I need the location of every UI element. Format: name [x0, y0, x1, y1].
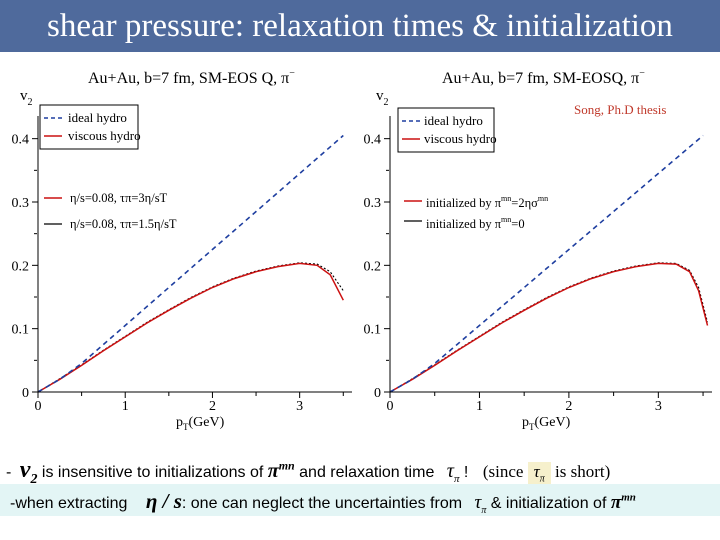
right-legend-ideal-label: ideal hydro [424, 113, 483, 128]
left-x-tick-label: 2 [209, 399, 216, 414]
left-legend-top: ideal hydro viscous hydro [39, 104, 141, 150]
left-y-axis-label: v2 [20, 88, 33, 108]
right-series-ideal-hydro [389, 134, 704, 393]
left-legend-ideal-label: ideal hydro [68, 110, 127, 125]
credit-note: Song, Ph.D thesis [574, 102, 666, 117]
bullet-1-v2: v2 [19, 457, 38, 487]
slide-title: shear pressure: relaxation times & initi… [47, 8, 673, 44]
bullet-2-text-3: & initialization of [486, 495, 611, 512]
bullet-2-band [0, 484, 720, 516]
right-series-initialized-by-mn-0 [389, 262, 709, 393]
left-y-tick-label: 0.2 [12, 259, 30, 274]
bullet-1: - v2 is insensitive to initializations o… [6, 457, 610, 488]
right-plot-title: Au+Au, b=7 fm, SM-EOSQ, π− [442, 68, 645, 87]
right-y-tick-label: 0.3 [364, 196, 382, 211]
bullet-1-text-2: and relaxation time [294, 464, 439, 481]
left-plot-title: Au+Au, b=7 fm, SM-EOS Q, π− [88, 68, 295, 87]
left-plot: 3 2 1 0 0.4 0.3 0.2 0.1 0 Au+Au, b=7 fm, SM-EOS … [0, 58, 360, 438]
right-y-tick-label: 0 [374, 386, 381, 401]
bullet-2-text-2: : one can neglect the uncertainties from [181, 495, 467, 512]
left-legend-mid: η/s=0.08, τπ=3η/sT η/s=0.08, τπ=1.5η/sT [44, 191, 177, 231]
bullet-1-bang: ! [459, 464, 469, 481]
right-y-axis-label: v2 [376, 88, 389, 108]
left-x-axis-label: pT(GeV) [176, 415, 225, 432]
right-y-tick-label: 0.1 [364, 323, 382, 338]
left-legend-tau15-label: η/s=0.08, τπ=1.5η/sT [70, 217, 177, 231]
bullet-2-text-1: -when extracting [10, 495, 132, 512]
right-x-tick-label: 3 [655, 399, 662, 414]
right-x-tick-label: 2 [565, 399, 572, 414]
right-legend-top: ideal hydro viscous hydro [397, 107, 497, 153]
right-x-axis-label: pT(GeV) [522, 415, 571, 432]
left-x-tick-label: 0 [35, 399, 42, 414]
left-series-viscous-hydro [37, 262, 344, 393]
bullet-1-dash: - [6, 464, 12, 481]
right-x-tick-label: 0 [387, 399, 394, 414]
right-legend-init-zero-label: initialized by πmn=0 [426, 215, 525, 231]
left-plot-svg: 3 2 1 0 0.4 0.3 0.2 0.1 0 Au+Au, b=7 fm, SM-EOS … [12, 68, 352, 432]
left-x-tick-label: 1 [122, 399, 129, 414]
left-y-tick-label: 0.3 [12, 196, 30, 211]
right-legend-box [397, 107, 495, 153]
bullet-2-eta-over-s: η / s [145, 489, 182, 513]
bullet-1-pi: πmn [267, 458, 295, 482]
right-y-tick-label: 0.2 [364, 259, 382, 274]
bullet-1-tau: τπ [446, 460, 460, 485]
right-legend-init-sigma-label: initialized by πmn=2ησmn [426, 194, 548, 210]
left-legend-tau3-label: η/s=0.08, τπ=3η/sT [70, 191, 168, 205]
right-legend-mid: initialized by πmn=2ησmn initialized by … [404, 194, 548, 231]
left-legend-box [39, 104, 139, 150]
bullet-1-text-1: is insensitive to initializations of [37, 464, 268, 481]
right-x-tick-label: 1 [476, 399, 483, 414]
right-y-tick-label: 0.4 [364, 133, 382, 148]
bullet-2: -when extracting η / s: one can neglect … [10, 489, 636, 516]
right-plot-svg: 3 2 1 0 0.4 0.3 0.2 0.1 0 Au+Au, b=7 fm, SM-EOSQ… [364, 68, 712, 432]
left-legend-viscous-label: viscous hydro [68, 128, 141, 143]
left-series-s-0-08-1-5-st [37, 262, 344, 393]
bullet-1-since: (since τπ is short) [482, 462, 611, 485]
title-bar: shear pressure: relaxation times & initi… [0, 0, 720, 52]
since-tau-box: τπ [527, 462, 551, 485]
left-x-tick-label: 3 [296, 399, 303, 414]
left-y-tick-label: 0 [22, 386, 29, 401]
left-y-tick-label: 0.1 [12, 323, 30, 338]
bullet-2-pi: πmn [610, 491, 636, 513]
right-series-viscous-hydro [389, 262, 709, 393]
bullet-2-tau: τπ [474, 492, 487, 516]
right-legend-viscous-label: viscous hydro [424, 131, 497, 146]
right-plot: 3 2 1 0 0.4 0.3 0.2 0.1 0 Au+Au, b=7 fm, SM-EOSQ… [360, 58, 720, 438]
left-y-tick-label: 0.4 [12, 133, 30, 148]
